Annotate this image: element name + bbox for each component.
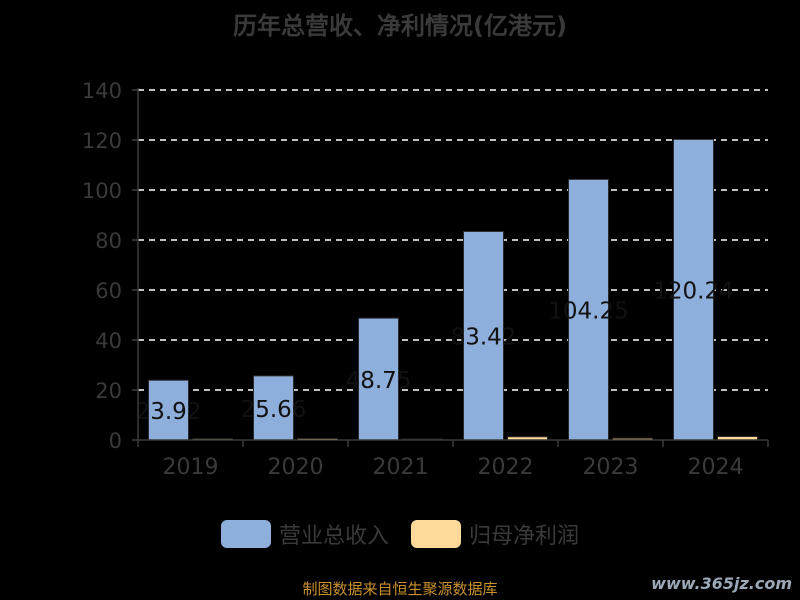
revenue-data-label: 25.66	[241, 397, 307, 423]
x-tick-label: 2022	[478, 455, 534, 480]
y-tick-label: 100	[82, 179, 122, 203]
revenue-data-label: 104.25	[548, 299, 628, 325]
revenue-data-label: 48.75	[346, 368, 412, 394]
bars	[148, 138, 758, 441]
legend: 营业总收入 归母净利润	[0, 518, 800, 550]
legend-swatch-revenue	[220, 520, 271, 548]
source-note: 制图数据来自恒生聚源数据库	[302, 580, 498, 598]
y-tick-label: 20	[95, 379, 122, 403]
y-tick-label: 140	[82, 79, 122, 103]
legend-label-revenue: 营业总收入	[278, 524, 389, 549]
legend-label-net-profit: 归母净利润	[469, 524, 580, 549]
x-tick-label: 2020	[268, 455, 324, 480]
revenue-bar	[673, 138, 714, 441]
data-labels: 23.92 25.66 48.75 83.42 104.25 120.24	[136, 279, 734, 425]
y-tick-label: 40	[95, 329, 122, 353]
x-tick-label: 2021	[373, 455, 429, 480]
revenue-data-label: 120.24	[653, 279, 733, 305]
legend-swatch-net-profit	[411, 520, 461, 548]
legend-item-net-profit[interactable]: 归母净利润	[411, 518, 579, 550]
revenue-data-label: 83.42	[451, 325, 517, 351]
legend-item-revenue[interactable]: 营业总收入	[220, 518, 389, 550]
x-tick-label: 2019	[163, 455, 219, 480]
y-tick-label: 60	[95, 279, 122, 303]
chart-title: 历年总营收、净利情况(亿港元)	[233, 12, 567, 40]
grid-lines	[138, 89, 768, 391]
y-tick-label: 120	[82, 129, 122, 153]
revenue-bar	[148, 379, 189, 441]
revenue-bar	[463, 230, 504, 441]
y-tick-label: 80	[95, 229, 122, 253]
watermark: www.365jz.com	[651, 574, 792, 593]
axes: 0 20 40 60 80 100 120 140 2019 2020 2021 2022 2023 20…	[82, 79, 769, 480]
revenue-bar	[253, 375, 294, 441]
revenue-data-label: 23.92	[136, 399, 202, 425]
y-tick-label: 0	[109, 429, 122, 453]
x-tick-label: 2024	[688, 455, 744, 480]
x-tick-label: 2023	[583, 455, 639, 480]
